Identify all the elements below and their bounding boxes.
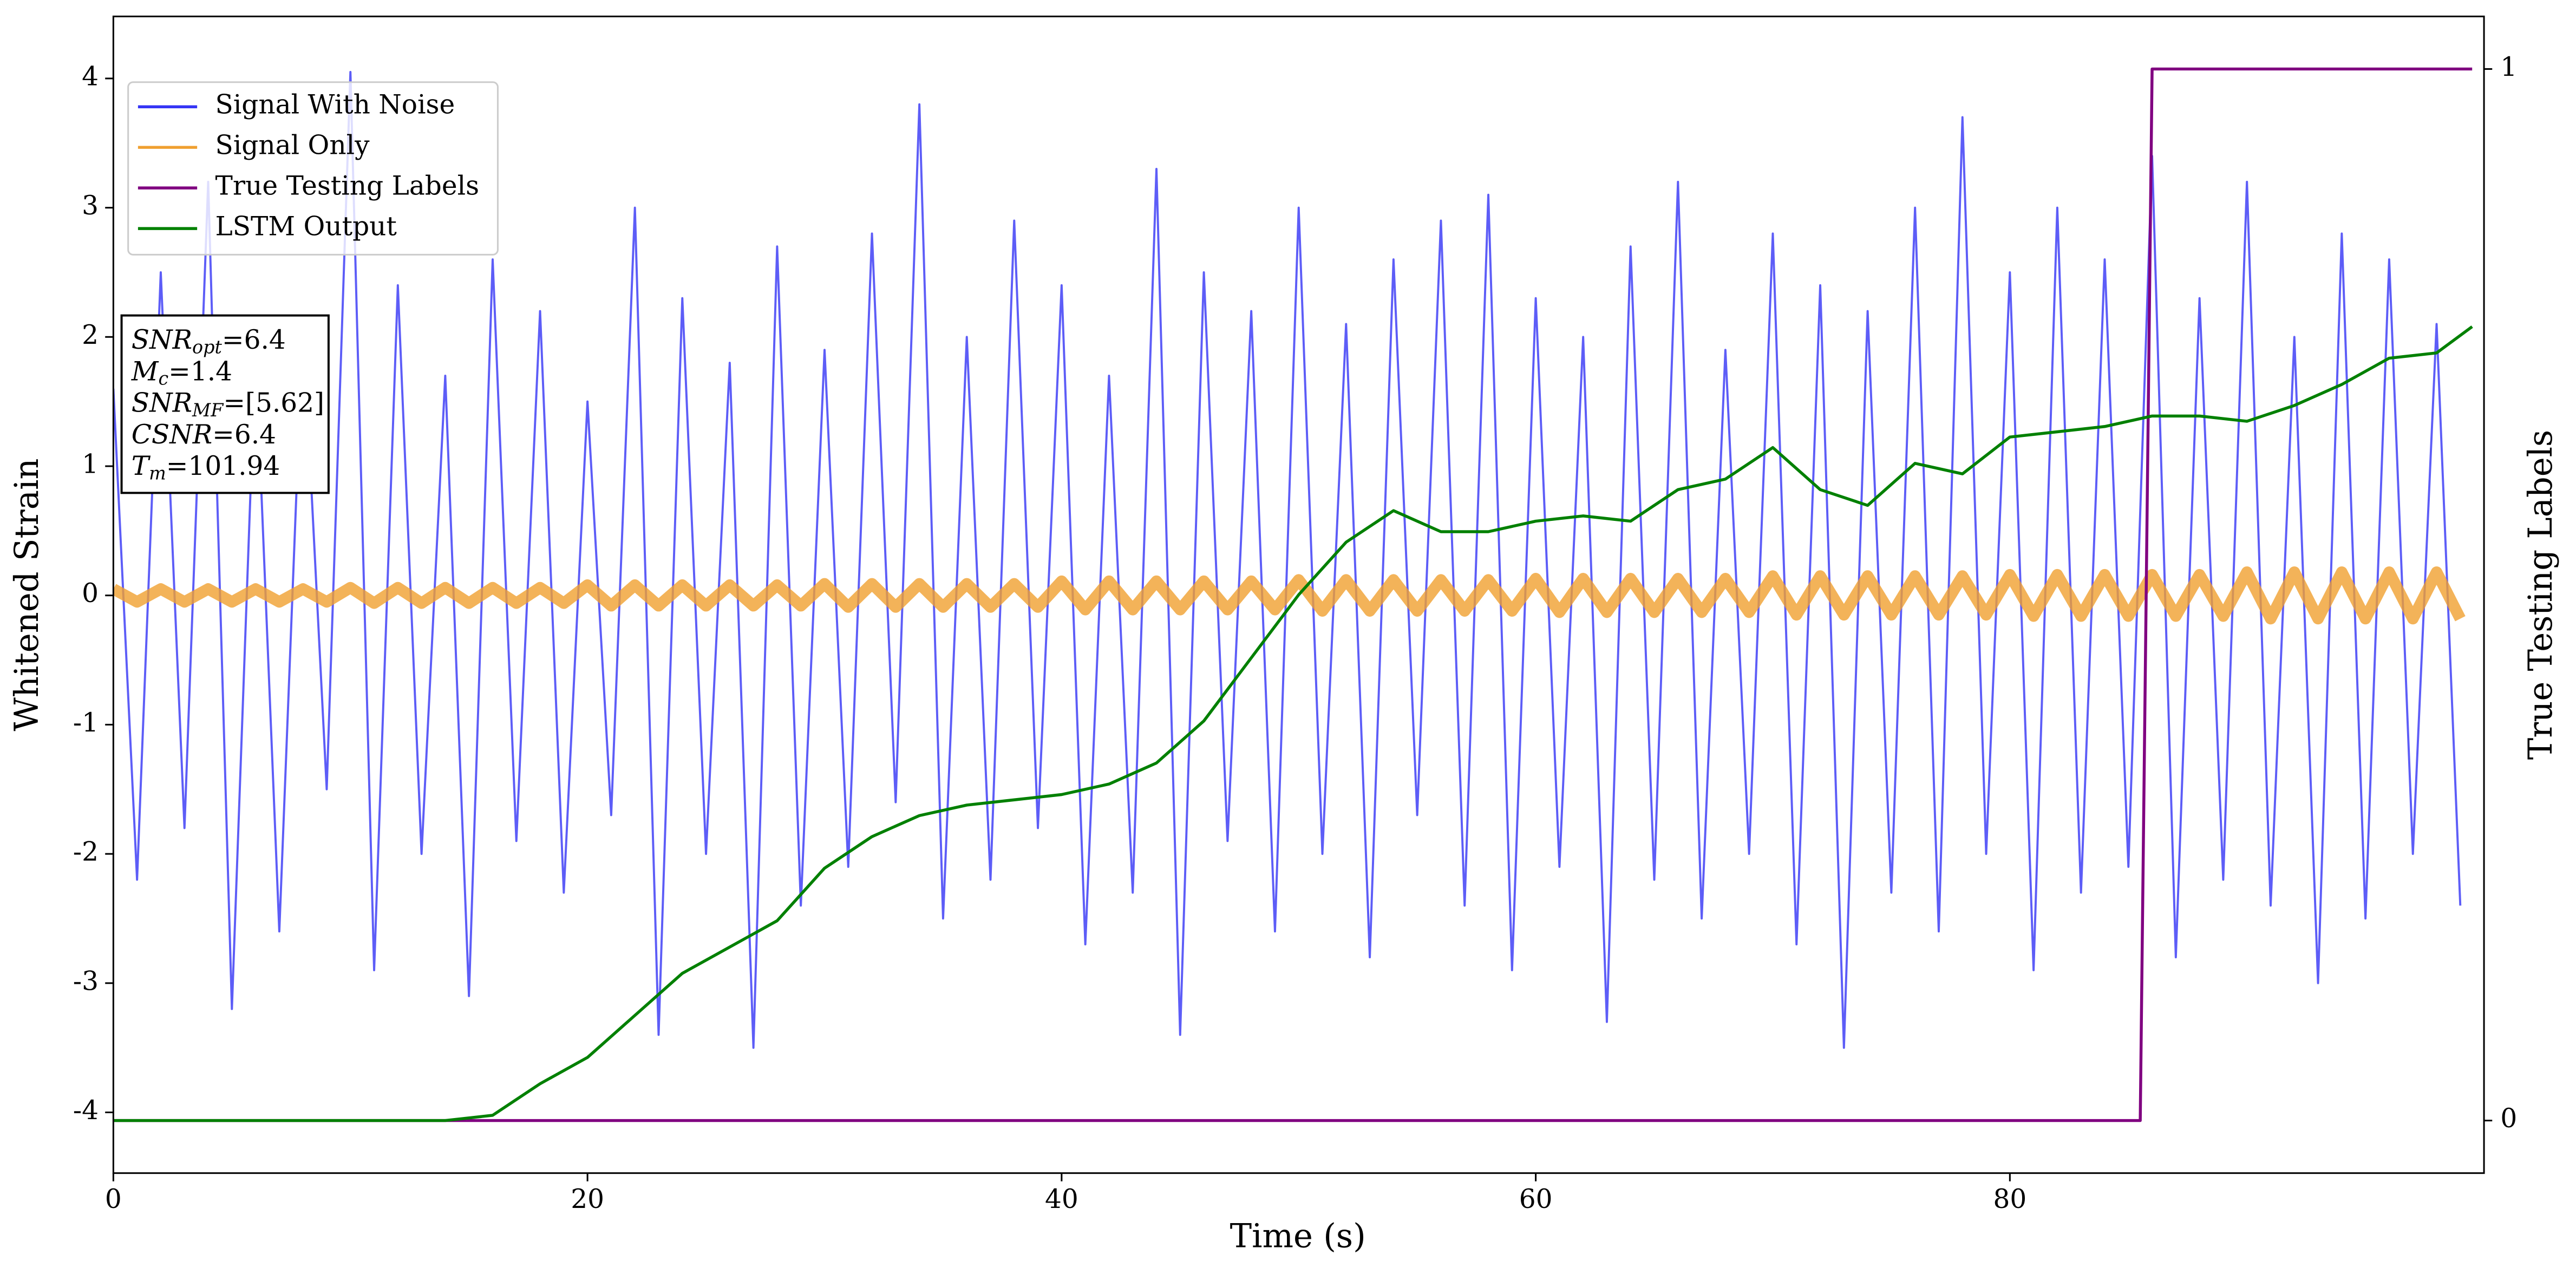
x-tick-label: 60	[1519, 1184, 1553, 1214]
series-line	[113, 67, 2473, 1122]
y-tick-label: -4	[73, 1095, 99, 1126]
x-tick-label: 80	[1993, 1184, 2026, 1214]
annotation-value: =[5.62]	[223, 388, 324, 418]
y-tick-label: 3	[82, 191, 99, 221]
annotation-sub: MF	[192, 400, 224, 421]
annotation-value: =101.94	[166, 451, 280, 481]
x-tick-label: 40	[1045, 1184, 1078, 1214]
annotation-text: CSNR=6.4	[132, 419, 276, 449]
y-tick-label: -1	[73, 708, 99, 738]
y-tick-label: 1	[82, 449, 99, 480]
y-axis-label: Whitened Strain	[8, 459, 46, 731]
annotation-sub: opt	[192, 336, 222, 357]
x-axis-label: Time (s)	[1230, 1218, 1366, 1256]
annotation-text: Mc=1.4	[131, 356, 232, 389]
plot-frame	[112, 15, 2485, 1174]
x-tick-label: 20	[571, 1184, 604, 1214]
annotation-text: SNRopt=6.4	[132, 325, 286, 358]
y2-tick-label: 0	[2500, 1103, 2517, 1134]
annotation-box	[120, 314, 330, 494]
legend-label: Signal Only	[215, 130, 370, 161]
x-tick-label: 0	[105, 1184, 122, 1214]
annotation-base: CSNR	[132, 419, 212, 449]
y2-axis-label: True Testing Labels	[2522, 430, 2560, 760]
legend: Signal With Noise Signal Only True Testing…	[127, 81, 499, 256]
annotation-value: =6.4	[222, 325, 286, 355]
legend-label: True Testing Labels	[215, 171, 480, 201]
annotation-value: =1.4	[168, 356, 232, 387]
y-tick-label: 2	[82, 320, 99, 350]
annotation-base: T	[132, 451, 151, 481]
legend-label: Signal With Noise	[215, 90, 455, 120]
y-tick-label: 4	[82, 61, 99, 92]
legend-box	[127, 81, 499, 256]
annotation-base: M	[131, 356, 159, 387]
annotation-base: SNR	[132, 388, 192, 418]
annotation-base: SNR	[132, 325, 192, 355]
legend-label: LSTM Output	[215, 212, 397, 242]
series-line	[113, 325, 2473, 1122]
y2-tick-label: 1	[2500, 52, 2517, 82]
annotation-text: SNRMF=[5.62]	[132, 388, 324, 421]
annotation-text: Tm=101.94	[132, 451, 280, 484]
series-line	[113, 566, 2466, 625]
y-tick-label: 0	[82, 578, 99, 609]
annotation-sub: c	[158, 368, 168, 389]
annotation-sub: m	[149, 462, 166, 484]
series-line	[113, 71, 2462, 1049]
y-tick-label: -2	[73, 837, 99, 867]
y-tick-label: -3	[73, 966, 99, 996]
annotation-value: =6.4	[212, 419, 276, 449]
